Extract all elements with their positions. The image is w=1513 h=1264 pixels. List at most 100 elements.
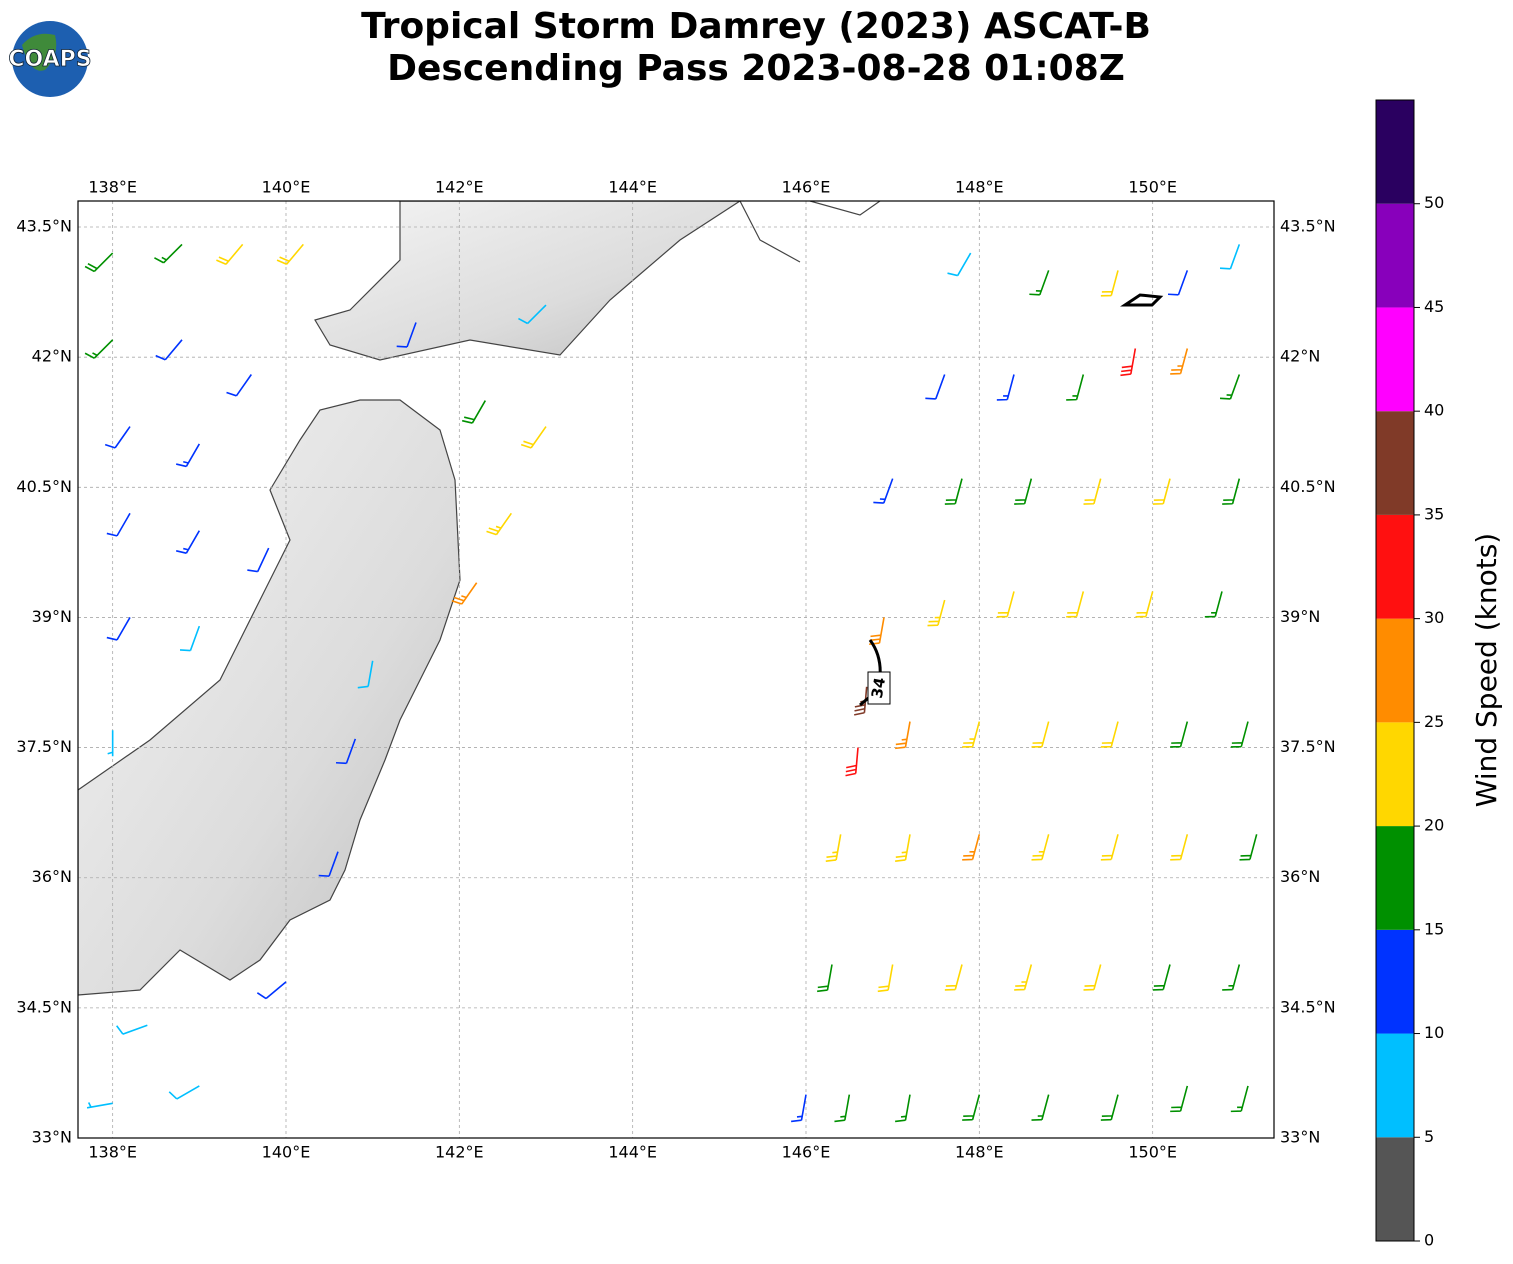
wind-barb <box>1152 964 1171 991</box>
wind-barb <box>1170 721 1189 748</box>
colorbar-bin <box>1376 722 1414 827</box>
colorbar-tick-label: 40 <box>1424 401 1444 420</box>
colorbar-bin <box>1376 514 1414 619</box>
wind-barb <box>155 339 183 361</box>
colorbar-tick-label: 50 <box>1424 193 1444 212</box>
wind-barb <box>520 426 547 449</box>
colorbar-frame <box>1375 99 1415 1242</box>
wind-barb <box>1219 244 1241 270</box>
x-tick-label: 144°E <box>608 1143 657 1162</box>
colorbar-bin <box>1376 1137 1414 1241</box>
y-tick-label: 37.5°N <box>1280 737 1336 756</box>
y-tick-label: 43.5°N <box>1280 217 1336 236</box>
wind-barb <box>962 834 981 861</box>
wind-barb <box>1066 374 1085 401</box>
x-tick-label: 142°E <box>435 1143 484 1162</box>
wind-barb <box>1014 964 1033 991</box>
wind-barb <box>1219 374 1241 400</box>
wind-barb <box>791 1094 807 1123</box>
land-honshu <box>78 399 461 996</box>
y-tick-label: 33°N <box>32 1128 72 1147</box>
wind-barb <box>1167 270 1189 296</box>
x-tick-label: 140°E <box>262 1143 311 1162</box>
colorbar-tick-label: 25 <box>1424 712 1444 731</box>
wind-barb <box>335 738 357 765</box>
map-frame <box>77 200 1275 1139</box>
colorbar: 0 5 10 15 20 25 30 35 40 45 50 <box>1375 99 1444 1250</box>
wind-barb <box>825 834 842 862</box>
wind-barb <box>175 443 201 468</box>
wind-barb <box>1239 834 1258 861</box>
wind-barb <box>927 599 946 627</box>
colorbar-bin <box>1376 307 1414 412</box>
wind-barb <box>116 1024 148 1035</box>
wind-barb <box>1120 348 1137 377</box>
y-tick-label: 43.5°N <box>16 217 72 236</box>
wind-barb <box>925 374 946 400</box>
wind-barb <box>1170 348 1189 375</box>
wind-barb <box>226 374 252 397</box>
x-tick-label: 146°E <box>782 1143 831 1162</box>
logo: COAPS <box>8 21 92 97</box>
wind-barb <box>154 243 183 264</box>
colorbar-bin <box>1376 1033 1414 1138</box>
y-tick-label: 33°N <box>1280 1128 1320 1147</box>
contour-label: 34 <box>868 676 889 700</box>
x-tick-label: 142°E <box>435 178 484 197</box>
y-tick-label: 40.5°N <box>1280 477 1336 496</box>
wind-barb <box>1170 1085 1189 1113</box>
wind-barb <box>1029 270 1050 296</box>
y-tick-label: 40.5°N <box>16 477 72 496</box>
wind-barb <box>518 304 547 325</box>
wind-barb <box>104 426 131 449</box>
wind-barb <box>817 964 833 993</box>
x-tick-label: 148°E <box>955 178 1004 197</box>
contour-label-box <box>867 671 891 705</box>
x-tick-label: 146°E <box>782 178 831 197</box>
wind-barb <box>895 834 911 862</box>
x-tick-label: 140°E <box>262 178 311 197</box>
wind-barb <box>247 547 270 573</box>
wind-barb <box>1031 1094 1050 1121</box>
wind-barb <box>1031 721 1050 748</box>
wind-barb <box>396 322 417 348</box>
wind-barb <box>873 478 894 504</box>
wind-barb <box>179 625 201 652</box>
wind-barb <box>962 1094 981 1121</box>
colorbar-tick-label: 10 <box>1424 1023 1444 1042</box>
wind-barbs <box>84 243 1258 1123</box>
x-tick-label: 150°E <box>1128 178 1177 197</box>
wind-barb <box>86 1102 113 1109</box>
y-tick-label: 42°N <box>1280 347 1320 366</box>
wind-barb <box>1170 834 1189 861</box>
wind-barb <box>256 981 287 1000</box>
colorbar-bin <box>1376 100 1414 204</box>
wind-barb <box>1135 591 1154 618</box>
contour-34kt: 34 <box>859 293 1164 707</box>
wind-barb <box>1152 478 1171 505</box>
colorbar-tick-label: 0 <box>1424 1231 1434 1250</box>
colorbar-label: Wind Speed (knots) <box>1470 533 1503 807</box>
wind-barb <box>1083 964 1102 991</box>
wind-barb <box>1230 721 1249 748</box>
wind-barb <box>834 1094 851 1123</box>
wind-barb <box>1100 1094 1119 1121</box>
wind-barb <box>106 617 131 641</box>
wind-barb <box>869 617 885 646</box>
y-tick-label: 36°N <box>1280 867 1320 886</box>
colorbar-tick-label: 30 <box>1424 608 1444 627</box>
wind-barb <box>107 730 114 757</box>
land-hokkaido <box>314 201 742 361</box>
colorbar-tick-label: 20 <box>1424 816 1444 835</box>
wind-barb <box>1100 270 1119 297</box>
wind-barb <box>276 243 304 266</box>
wind-barb <box>996 591 1015 618</box>
wind-barb <box>1083 478 1102 505</box>
wind-barb <box>175 530 201 554</box>
wind-barb <box>451 582 478 605</box>
y-tick-label: 34.5°N <box>16 997 72 1016</box>
x-tick-label: 138°E <box>88 178 137 197</box>
wind-barb <box>318 851 339 877</box>
x-tick-label: 150°E <box>1128 1143 1177 1162</box>
